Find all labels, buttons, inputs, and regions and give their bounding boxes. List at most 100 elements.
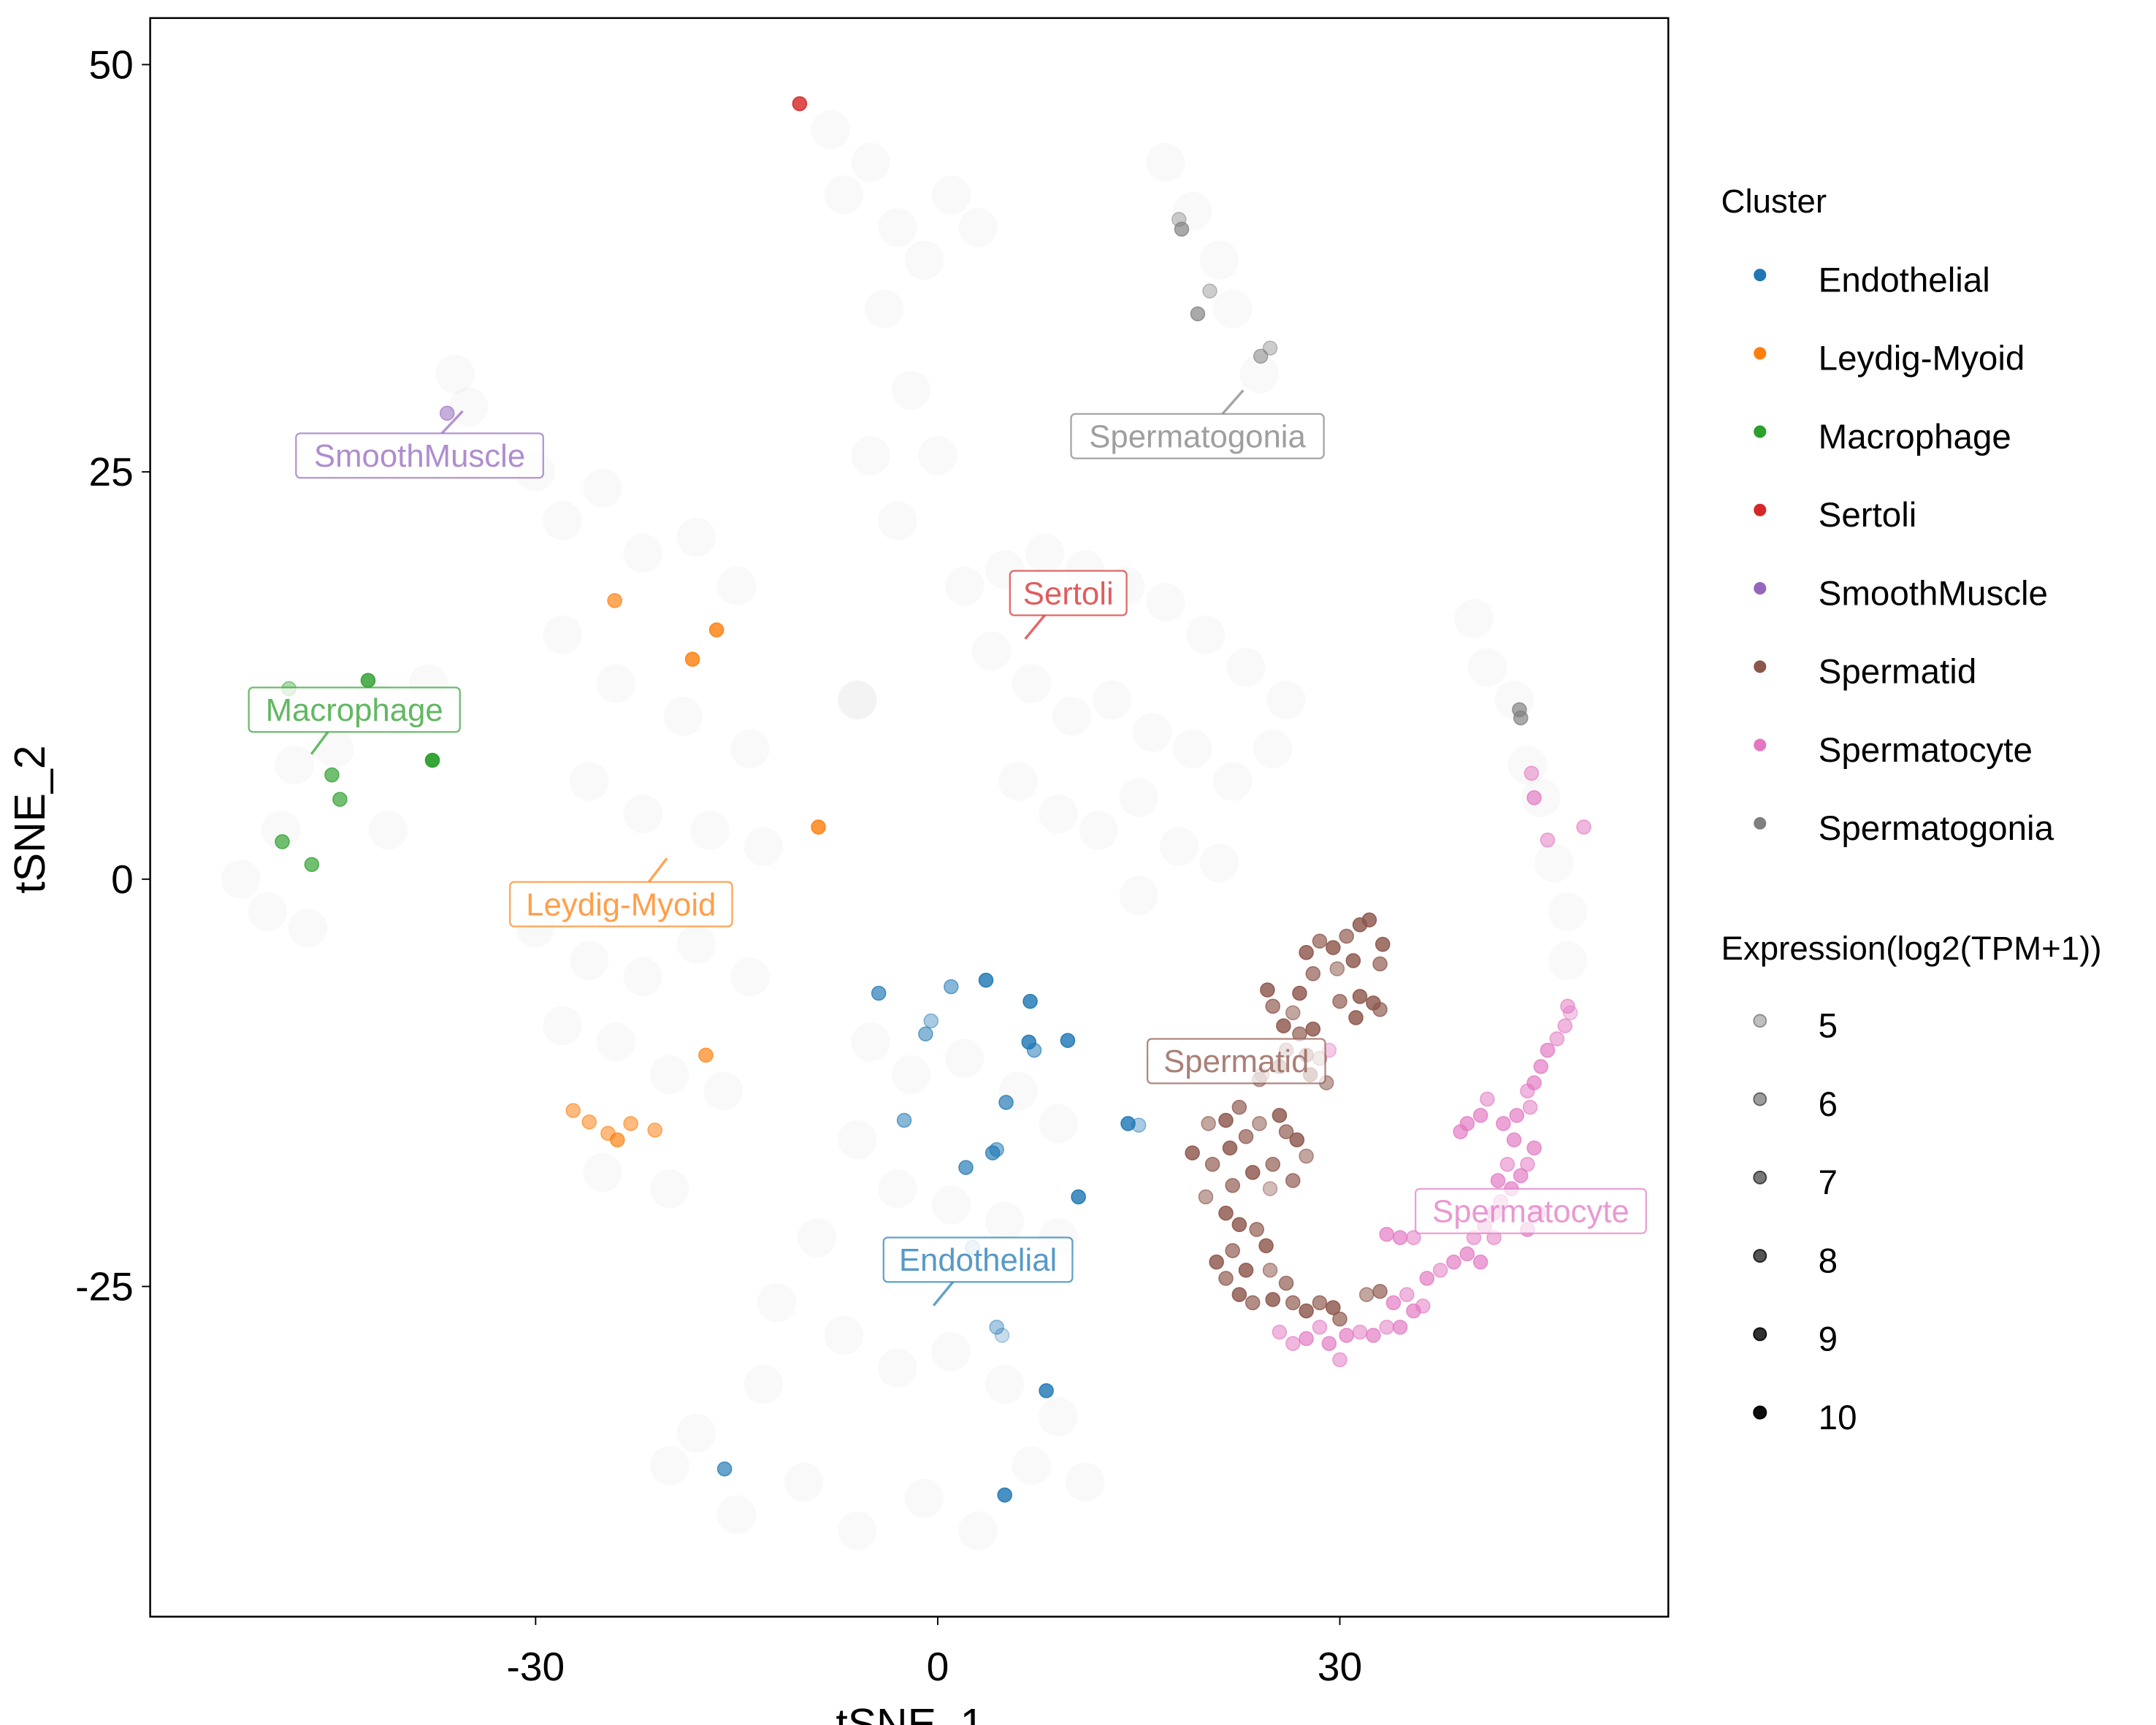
point-spermatocyte bbox=[1406, 1230, 1421, 1245]
point-spermatocyte bbox=[1352, 1324, 1368, 1340]
background-point bbox=[1213, 762, 1253, 801]
background-point bbox=[730, 729, 770, 768]
background-point bbox=[248, 892, 287, 932]
point-endothelial bbox=[989, 1320, 1004, 1335]
background-point bbox=[931, 1332, 971, 1372]
background-point bbox=[650, 1055, 689, 1095]
point-endothelial bbox=[994, 1328, 1010, 1343]
background-point bbox=[958, 1511, 998, 1550]
background-point bbox=[570, 941, 609, 980]
point-spermatocyte bbox=[1415, 1298, 1431, 1314]
point-spermatocyte bbox=[1299, 1331, 1314, 1347]
point-endothelial bbox=[985, 1145, 1001, 1160]
point-spermatid bbox=[1231, 1287, 1247, 1302]
point-spermatocyte bbox=[1490, 1173, 1506, 1188]
background-point bbox=[838, 680, 877, 720]
background-point bbox=[1266, 680, 1306, 720]
legend-swatch bbox=[1753, 1092, 1767, 1106]
background-point bbox=[1039, 1104, 1078, 1144]
legend-swatch bbox=[1754, 660, 1767, 673]
background-point bbox=[878, 207, 917, 248]
point-spermatid bbox=[1372, 1002, 1388, 1017]
label-text: Spermatocyte bbox=[1432, 1194, 1629, 1230]
point-spermatid bbox=[1285, 1295, 1301, 1311]
legend-label: 5 bbox=[1819, 1007, 1838, 1046]
background-point bbox=[1239, 354, 1279, 394]
background-point bbox=[1012, 1446, 1052, 1485]
background-point bbox=[1548, 941, 1588, 980]
point-spermatocyte bbox=[1385, 1295, 1402, 1311]
label-text: Macrophage bbox=[266, 692, 443, 728]
point-macrophage bbox=[332, 792, 348, 807]
point-leydig-myoid bbox=[684, 651, 700, 667]
legend-swatch bbox=[1754, 816, 1767, 830]
background-point bbox=[1119, 778, 1158, 817]
background-point bbox=[596, 1022, 636, 1062]
label-leader-line bbox=[440, 410, 464, 435]
label-text: Spermatogonia bbox=[1089, 418, 1306, 454]
point-spermatid bbox=[1265, 998, 1280, 1014]
point-endothelial bbox=[1022, 993, 1038, 1009]
background-point bbox=[838, 1511, 877, 1550]
background-point bbox=[435, 354, 475, 394]
legend-swatch bbox=[1753, 1327, 1767, 1342]
label-text: Sertoli bbox=[1023, 575, 1114, 611]
point-spermatocyte bbox=[1453, 1124, 1468, 1139]
background-point bbox=[945, 566, 985, 605]
label-text: Spermatid bbox=[1163, 1044, 1309, 1079]
label-box bbox=[248, 686, 461, 733]
label-box bbox=[882, 1236, 1074, 1283]
label-spermatid: Spermatid bbox=[1146, 1038, 1326, 1085]
background-point bbox=[543, 1006, 582, 1046]
point-endothelial bbox=[1071, 1189, 1086, 1205]
x-axis-title: tSNE_1 bbox=[836, 1701, 984, 1725]
point-spermatid bbox=[1225, 1243, 1240, 1258]
background-point bbox=[851, 142, 890, 182]
point-endothelial bbox=[978, 972, 994, 988]
point-spermatid bbox=[1375, 936, 1391, 952]
legend-label: SmoothMuscle bbox=[1819, 574, 2048, 613]
point-spermatocyte bbox=[1446, 1254, 1461, 1270]
point-spermatid bbox=[1345, 953, 1361, 968]
point-leydig-myoid bbox=[607, 593, 622, 608]
point-spermatocyte bbox=[1285, 1336, 1301, 1351]
background-point bbox=[1253, 729, 1293, 768]
background-point bbox=[1146, 582, 1185, 622]
point-spermatogonia bbox=[1262, 340, 1278, 356]
point-endothelial bbox=[1060, 1033, 1076, 1048]
point-spermatocyte bbox=[1419, 1271, 1435, 1286]
point-spermatogonia bbox=[1174, 221, 1190, 237]
background-point bbox=[596, 664, 636, 703]
background-point bbox=[864, 289, 904, 329]
background-point bbox=[838, 680, 877, 720]
point-spermatid bbox=[1372, 1283, 1388, 1299]
legend-label: 10 bbox=[1819, 1399, 1857, 1437]
background-point bbox=[676, 1413, 716, 1453]
point-spermatid bbox=[1352, 989, 1368, 1004]
point-spermatid bbox=[1231, 1099, 1247, 1115]
background-point bbox=[1199, 240, 1239, 280]
legend-label: Leydig-Myoid bbox=[1819, 340, 2025, 378]
point-spermatid bbox=[1245, 1165, 1261, 1180]
point-macrophage bbox=[275, 834, 290, 849]
point-spermatid bbox=[1305, 1021, 1321, 1037]
point-spermatid bbox=[1305, 965, 1321, 982]
point-spermatocyte bbox=[1366, 1328, 1381, 1343]
point-spermatid bbox=[1272, 1108, 1288, 1123]
background-point bbox=[784, 1462, 824, 1502]
point-spermatocyte bbox=[1513, 1168, 1529, 1184]
point-spermatid bbox=[1329, 961, 1345, 976]
point-spermatocyte bbox=[1399, 1287, 1415, 1302]
alpha-legend-title: Expression(log2(TPM+1)) bbox=[1721, 930, 2102, 967]
background-point bbox=[1172, 729, 1212, 768]
legend-label: Macrophage bbox=[1819, 418, 2011, 456]
point-endothelial bbox=[918, 1026, 933, 1042]
legend-item-smoothmuscle: SmoothMuscle bbox=[1754, 574, 2048, 613]
point-spermatid bbox=[1278, 1124, 1294, 1139]
point-spermatid bbox=[1218, 1205, 1234, 1221]
background-point bbox=[1119, 876, 1158, 915]
background-point bbox=[891, 370, 930, 410]
background-point bbox=[703, 1071, 743, 1111]
point-spermatocyte bbox=[1459, 1246, 1475, 1262]
point-spermatid bbox=[1299, 1148, 1314, 1164]
